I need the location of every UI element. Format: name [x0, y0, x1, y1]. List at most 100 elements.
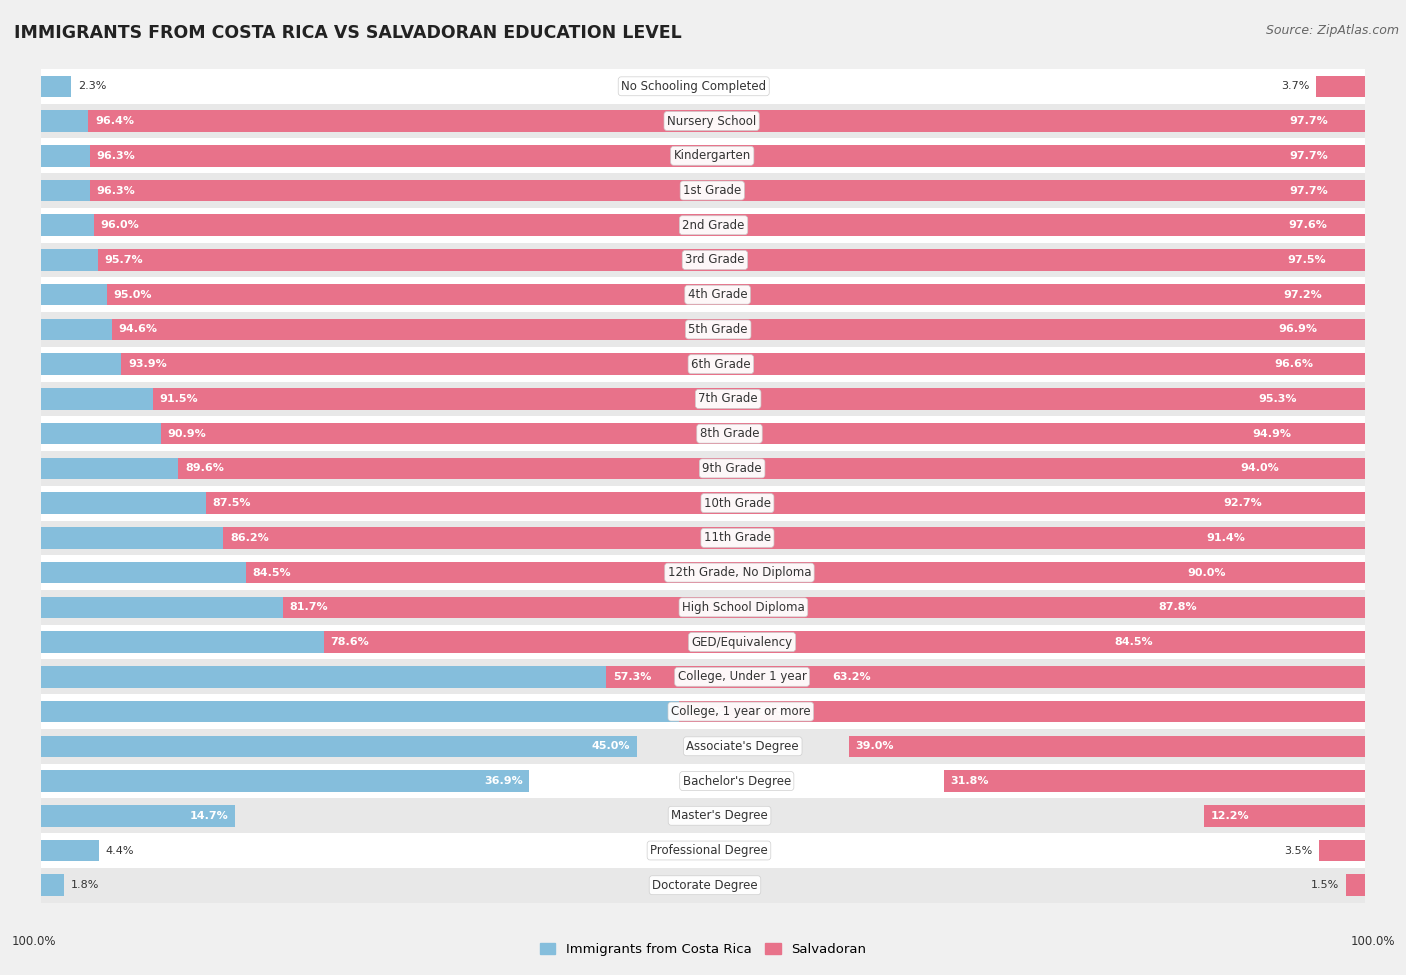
- Text: 1.5%: 1.5%: [1310, 880, 1339, 890]
- Bar: [41, 69, 1365, 103]
- Bar: [90, 145, 1365, 167]
- Text: 4.4%: 4.4%: [105, 845, 134, 855]
- Text: 87.8%: 87.8%: [1159, 603, 1197, 612]
- Text: 84.5%: 84.5%: [1115, 637, 1153, 647]
- Text: 78.6%: 78.6%: [330, 637, 370, 647]
- Bar: [41, 145, 1334, 167]
- Bar: [41, 319, 1324, 340]
- Bar: [41, 666, 877, 687]
- Text: 93.9%: 93.9%: [128, 359, 167, 370]
- Bar: [246, 562, 1365, 583]
- Text: 97.7%: 97.7%: [1289, 116, 1329, 126]
- Text: Kindergarten: Kindergarten: [673, 149, 751, 162]
- Bar: [41, 729, 1365, 763]
- Bar: [41, 597, 1204, 618]
- Text: 91.5%: 91.5%: [160, 394, 198, 404]
- Bar: [121, 353, 1365, 375]
- Text: 97.5%: 97.5%: [1286, 255, 1326, 265]
- Bar: [41, 492, 1268, 514]
- Text: 100.0%: 100.0%: [1350, 935, 1395, 948]
- Bar: [41, 631, 1160, 653]
- Bar: [606, 666, 1365, 687]
- Text: 95.3%: 95.3%: [1258, 394, 1296, 404]
- Text: 4th Grade: 4th Grade: [688, 289, 748, 301]
- Text: 84.5%: 84.5%: [253, 567, 291, 577]
- Bar: [41, 457, 1286, 479]
- Text: 57.5%: 57.5%: [758, 707, 796, 717]
- Text: 10th Grade: 10th Grade: [704, 496, 770, 510]
- Bar: [94, 214, 1365, 236]
- Bar: [153, 388, 1365, 410]
- Bar: [41, 277, 1365, 312]
- Text: 95.0%: 95.0%: [114, 290, 152, 299]
- Bar: [41, 799, 1365, 833]
- Text: 39.0%: 39.0%: [855, 741, 894, 752]
- Text: 94.6%: 94.6%: [118, 325, 157, 334]
- Text: 89.6%: 89.6%: [186, 463, 224, 474]
- Bar: [945, 770, 1365, 792]
- Text: GED/Equivalency: GED/Equivalency: [692, 636, 793, 648]
- Text: 81.7%: 81.7%: [290, 603, 328, 612]
- Bar: [179, 457, 1365, 479]
- Bar: [41, 694, 1365, 729]
- Bar: [162, 423, 1365, 445]
- Bar: [41, 423, 1298, 445]
- Bar: [207, 492, 1365, 514]
- Text: 96.0%: 96.0%: [100, 220, 139, 230]
- Text: No Schooling Completed: No Schooling Completed: [621, 80, 766, 93]
- Text: 57.3%: 57.3%: [613, 672, 651, 682]
- Bar: [41, 214, 1334, 236]
- Text: 96.6%: 96.6%: [1275, 359, 1313, 370]
- Text: College, Under 1 year: College, Under 1 year: [678, 671, 807, 683]
- Text: 1.8%: 1.8%: [72, 880, 100, 890]
- Bar: [1204, 805, 1365, 827]
- Text: Doctorate Degree: Doctorate Degree: [652, 878, 758, 892]
- Text: 97.7%: 97.7%: [1289, 185, 1329, 196]
- Bar: [41, 208, 1365, 243]
- Bar: [41, 110, 1334, 132]
- Bar: [41, 868, 1365, 903]
- Text: 96.3%: 96.3%: [96, 151, 135, 161]
- Text: IMMIGRANTS FROM COSTA RICA VS SALVADORAN EDUCATION LEVEL: IMMIGRANTS FROM COSTA RICA VS SALVADORAN…: [14, 24, 682, 42]
- Bar: [90, 179, 1365, 201]
- Text: 5th Grade: 5th Grade: [689, 323, 748, 336]
- Text: 90.9%: 90.9%: [167, 429, 207, 439]
- Bar: [41, 763, 1365, 799]
- Text: 2nd Grade: 2nd Grade: [682, 218, 745, 232]
- Bar: [41, 486, 1365, 521]
- Text: 63.2%: 63.2%: [832, 672, 872, 682]
- Bar: [41, 527, 1251, 549]
- Bar: [41, 701, 803, 722]
- Bar: [41, 875, 65, 896]
- Text: 11th Grade: 11th Grade: [704, 531, 770, 544]
- Bar: [41, 521, 1365, 555]
- Text: 9th Grade: 9th Grade: [703, 462, 762, 475]
- Text: 2.3%: 2.3%: [77, 81, 105, 92]
- Text: 12.2%: 12.2%: [1211, 811, 1249, 821]
- Bar: [41, 284, 1329, 305]
- Bar: [41, 562, 1233, 583]
- Bar: [41, 243, 1365, 277]
- Bar: [41, 416, 1365, 451]
- Bar: [41, 735, 637, 757]
- Text: 12th Grade, No Diploma: 12th Grade, No Diploma: [668, 566, 811, 579]
- Bar: [89, 110, 1365, 132]
- Bar: [41, 250, 1333, 271]
- Bar: [41, 833, 1365, 868]
- Bar: [41, 103, 1365, 138]
- Bar: [41, 555, 1365, 590]
- Bar: [41, 353, 1320, 375]
- Bar: [41, 381, 1365, 416]
- Bar: [1316, 75, 1365, 98]
- Text: 7th Grade: 7th Grade: [699, 392, 758, 406]
- Bar: [1319, 839, 1365, 861]
- Bar: [41, 179, 1334, 201]
- Bar: [41, 659, 1365, 694]
- Bar: [283, 597, 1365, 618]
- Text: Professional Degree: Professional Degree: [650, 844, 768, 857]
- Bar: [41, 770, 530, 792]
- Bar: [41, 590, 1365, 625]
- Bar: [849, 735, 1365, 757]
- Bar: [107, 284, 1365, 305]
- Text: 6th Grade: 6th Grade: [692, 358, 751, 370]
